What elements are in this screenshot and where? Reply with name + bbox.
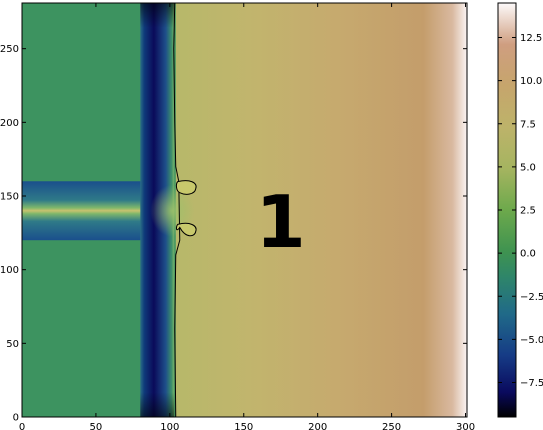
x-tick-label: 200 bbox=[308, 422, 327, 430]
plot-area bbox=[22, 3, 467, 417]
x-tick-label: 0 bbox=[19, 422, 25, 430]
y-tick-label: 150 bbox=[0, 192, 19, 203]
x-tick-label: 100 bbox=[160, 422, 179, 430]
upper-finger-contour bbox=[175, 180, 197, 195]
colorbar-tick-label: −2.5 bbox=[520, 292, 543, 303]
colorbar-tick-label: −7.5 bbox=[520, 378, 543, 389]
y-tick-label: 100 bbox=[0, 265, 19, 276]
colorbar-tick-label: 10.0 bbox=[520, 76, 542, 87]
x-tick-label: 300 bbox=[456, 422, 475, 430]
lower-finger-contour bbox=[175, 222, 197, 237]
y-tick-label: 200 bbox=[0, 118, 19, 129]
plot-frame bbox=[21, 2, 468, 418]
x-tick-label: 250 bbox=[382, 422, 401, 430]
annotation-label: 1 bbox=[256, 180, 306, 264]
colorbar-tick-label: 2.5 bbox=[520, 206, 536, 217]
colorbar: −7.5 −5.0 −2.5 0.0 2.5 5.0 7.5 10.0 12.5 bbox=[497, 2, 543, 418]
colorbar-tick-label: 5.0 bbox=[520, 162, 536, 173]
colorbar-tick-label: 0.0 bbox=[520, 249, 536, 260]
y-axis: 0 50 100 150 200 250 bbox=[0, 44, 467, 424]
colorbar-tick-label: 7.5 bbox=[520, 119, 536, 130]
x-axis: 0 50 100 150 200 250 300 bbox=[19, 3, 475, 430]
y-tick-label: 0 bbox=[13, 413, 19, 424]
horizontal-channel bbox=[22, 181, 145, 241]
colorbar-ticks: −7.5 −5.0 −2.5 0.0 2.5 5.0 7.5 10.0 12.5 bbox=[498, 33, 543, 389]
x-tick-label: 150 bbox=[234, 422, 253, 430]
y-tick-label: 50 bbox=[6, 339, 19, 350]
colorbar-tick-label: 12.5 bbox=[520, 33, 542, 44]
right-field-region bbox=[175, 3, 467, 417]
y-tick-label: 250 bbox=[0, 44, 19, 55]
colorbar-tick-label: −5.0 bbox=[520, 335, 543, 346]
x-tick-label: 50 bbox=[90, 422, 103, 430]
